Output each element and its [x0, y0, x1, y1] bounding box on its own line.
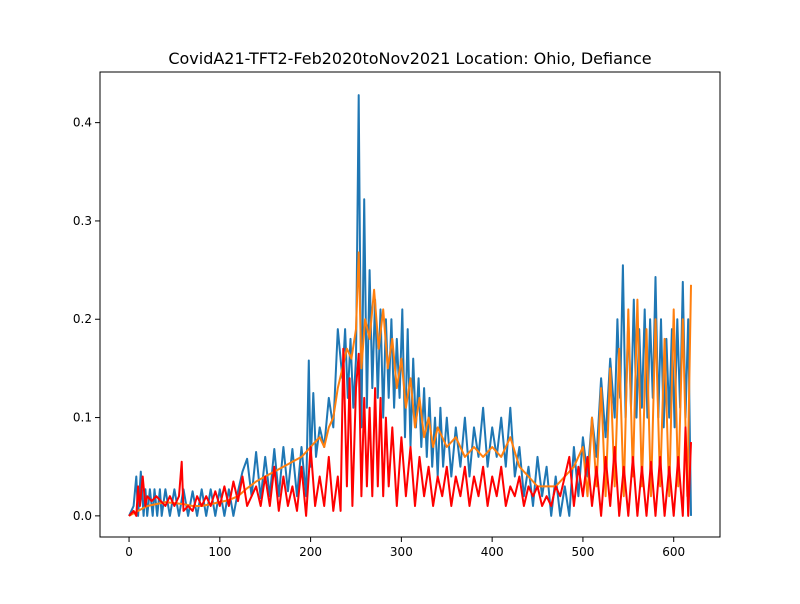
x-tick-label: 300: [390, 545, 413, 559]
y-tick-label: 0.2: [73, 312, 92, 326]
chart-title: CovidA21-TFT2-Feb2020toNov2021 Location:…: [168, 49, 651, 68]
x-tick-label: 600: [662, 545, 685, 559]
x-tick-label: 500: [571, 545, 594, 559]
ticks-layer: 0 100 200 300 400 500 600 0.0 0.1 0.2 0.3 0.4: [73, 116, 685, 559]
y-tick-label: 0.1: [73, 411, 92, 425]
x-tick-label: 0: [125, 545, 133, 559]
y-tick-label: 0.3: [73, 214, 92, 228]
x-tick-label: 200: [299, 545, 322, 559]
series-line-3: [128, 347, 692, 517]
x-tick-label: 100: [208, 545, 231, 559]
y-tick-label: 0.0: [73, 509, 92, 523]
plot-frame: [99, 71, 721, 538]
y-tick-label: 0.4: [73, 116, 92, 130]
series-layer: [128, 94, 692, 517]
x-tick-label: 400: [481, 545, 504, 559]
